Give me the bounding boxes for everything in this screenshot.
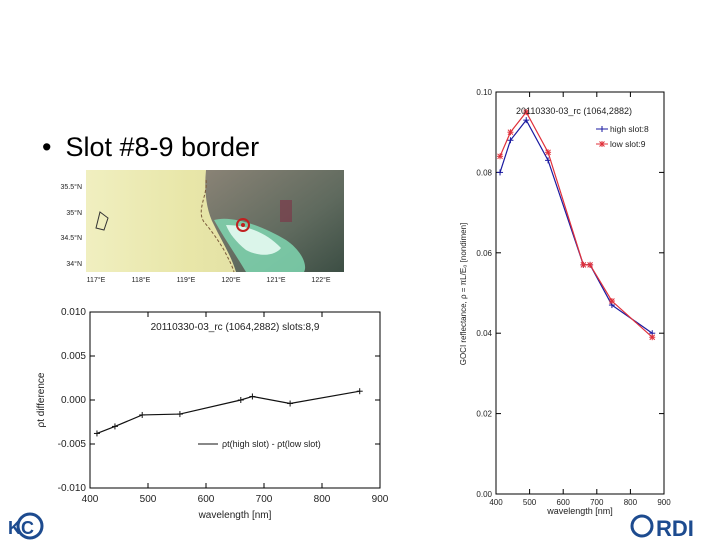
logo-text: KC: [8, 518, 34, 538]
x-tick-label: 800: [314, 494, 331, 505]
chart-title: 20110330-03_rc (1064,2882) slots:8,9: [151, 322, 320, 333]
target-circle: [236, 218, 250, 232]
data-point: [111, 423, 118, 430]
y-tick-label: 0.005: [61, 351, 86, 362]
chart-title: 20110330-03_rc (1064,2882): [516, 106, 632, 116]
data-point-low: [523, 109, 530, 116]
data-point-high: [523, 117, 530, 124]
legend-entry: high slot:8: [610, 124, 649, 134]
bullet-dot: •: [42, 132, 52, 162]
lat-label: 34°N: [66, 260, 82, 268]
data-point-low: [545, 149, 552, 156]
data-point: [249, 393, 256, 400]
data-point-low: [649, 334, 656, 341]
series-line-low: [499, 111, 653, 338]
logo-ring: [16, 512, 44, 540]
legend-entry: low slot:9: [610, 139, 646, 149]
legend-entry: ρt(high slot) - ρt(low slot): [222, 439, 321, 449]
logo-text: RDI: [656, 516, 694, 540]
x-axis-label: wavelength [nm]: [546, 506, 613, 516]
y-tick-label: 0.000: [61, 395, 86, 406]
logo-ring: [630, 514, 654, 538]
lat-label: 34.5°N: [61, 234, 82, 242]
bright-patch: [226, 225, 281, 255]
x-tick-label: 600: [557, 498, 571, 507]
series-line-high: [499, 119, 653, 334]
lon-label: 121°E: [266, 276, 285, 284]
x-tick-label: 400: [489, 498, 503, 507]
y-axis-label: ρt difference: [36, 372, 47, 427]
x-tick-label: 500: [140, 494, 157, 505]
lon-label: 117°E: [87, 276, 106, 284]
lon-label: 120°E: [221, 276, 240, 284]
reflectance-chart: 400 500 600 700 800 900 0.00 0.02 0.04 0.06 0.08 0.…: [459, 88, 671, 516]
y-tick-label: -0.005: [58, 439, 87, 450]
plot-frame: [495, 91, 665, 495]
y-tick-label: 0.00: [476, 490, 492, 499]
y-tick-label: 0.08: [476, 168, 492, 177]
bullet-point: • Slot #8-9 border: [42, 132, 259, 163]
y-tick-label: 0.010: [61, 307, 86, 318]
x-tick-label: 600: [198, 494, 215, 505]
rdi-logo: RDI: [630, 514, 694, 540]
target-dot: [241, 223, 245, 227]
y-tick-label: 0.04: [476, 329, 492, 338]
lon-label: 118°E: [132, 276, 151, 284]
data-point-low: [580, 261, 587, 268]
data-point: [237, 397, 244, 403]
x-tick-label: 900: [372, 494, 389, 505]
data-point: [176, 411, 183, 418]
y-tick-label: 0.06: [476, 249, 492, 258]
y-tick-label: 0.10: [476, 88, 492, 97]
data-point-low: [587, 261, 594, 268]
x-tick-label: 400: [82, 494, 99, 505]
data-point-high: [507, 137, 514, 144]
data-point-low: [608, 298, 615, 305]
data-point: [93, 430, 100, 437]
data-point-low: [497, 153, 504, 160]
x-tick-label: 800: [624, 498, 638, 507]
x-tick-label: 900: [657, 498, 671, 507]
x-axis-label: wavelength [nm]: [198, 510, 272, 521]
slot-border-mark: [280, 200, 292, 222]
lat-label: 35.5°N: [61, 183, 82, 191]
y-tick-label: 0.02: [476, 410, 492, 419]
lon-label: 119°E: [177, 276, 196, 284]
series-line: [96, 390, 360, 434]
plot-frame: [89, 311, 381, 489]
x-tick-label: 700: [590, 498, 604, 507]
difference-chart: 400 500 600 700 800 900 -0.010 -0.005 0.000 0.005…: [36, 307, 389, 521]
satellite-map: 35.5°N 35°N 34.5°N 34°N 117°E 118°E 119°…: [61, 170, 344, 284]
data-point: [287, 400, 294, 407]
data-point: [356, 388, 363, 395]
lat-label: 35°N: [66, 209, 82, 217]
y-axis-label: GOCI reflectance, ρ = πL/E₀ [nondimen]: [459, 223, 468, 366]
bullet-text: Slot #8-9 border: [65, 132, 260, 162]
y-tick-label: -0.010: [58, 483, 87, 494]
data-point: [139, 411, 146, 418]
x-tick-label: 500: [523, 498, 537, 507]
data-point-high: [497, 169, 504, 176]
coastline: [200, 179, 235, 273]
data-point-low: [507, 129, 514, 136]
lake-outline: [95, 211, 109, 231]
lon-label: 122°E: [311, 276, 330, 284]
x-tick-label: 700: [256, 494, 273, 505]
kc-logo: KC: [8, 512, 44, 540]
